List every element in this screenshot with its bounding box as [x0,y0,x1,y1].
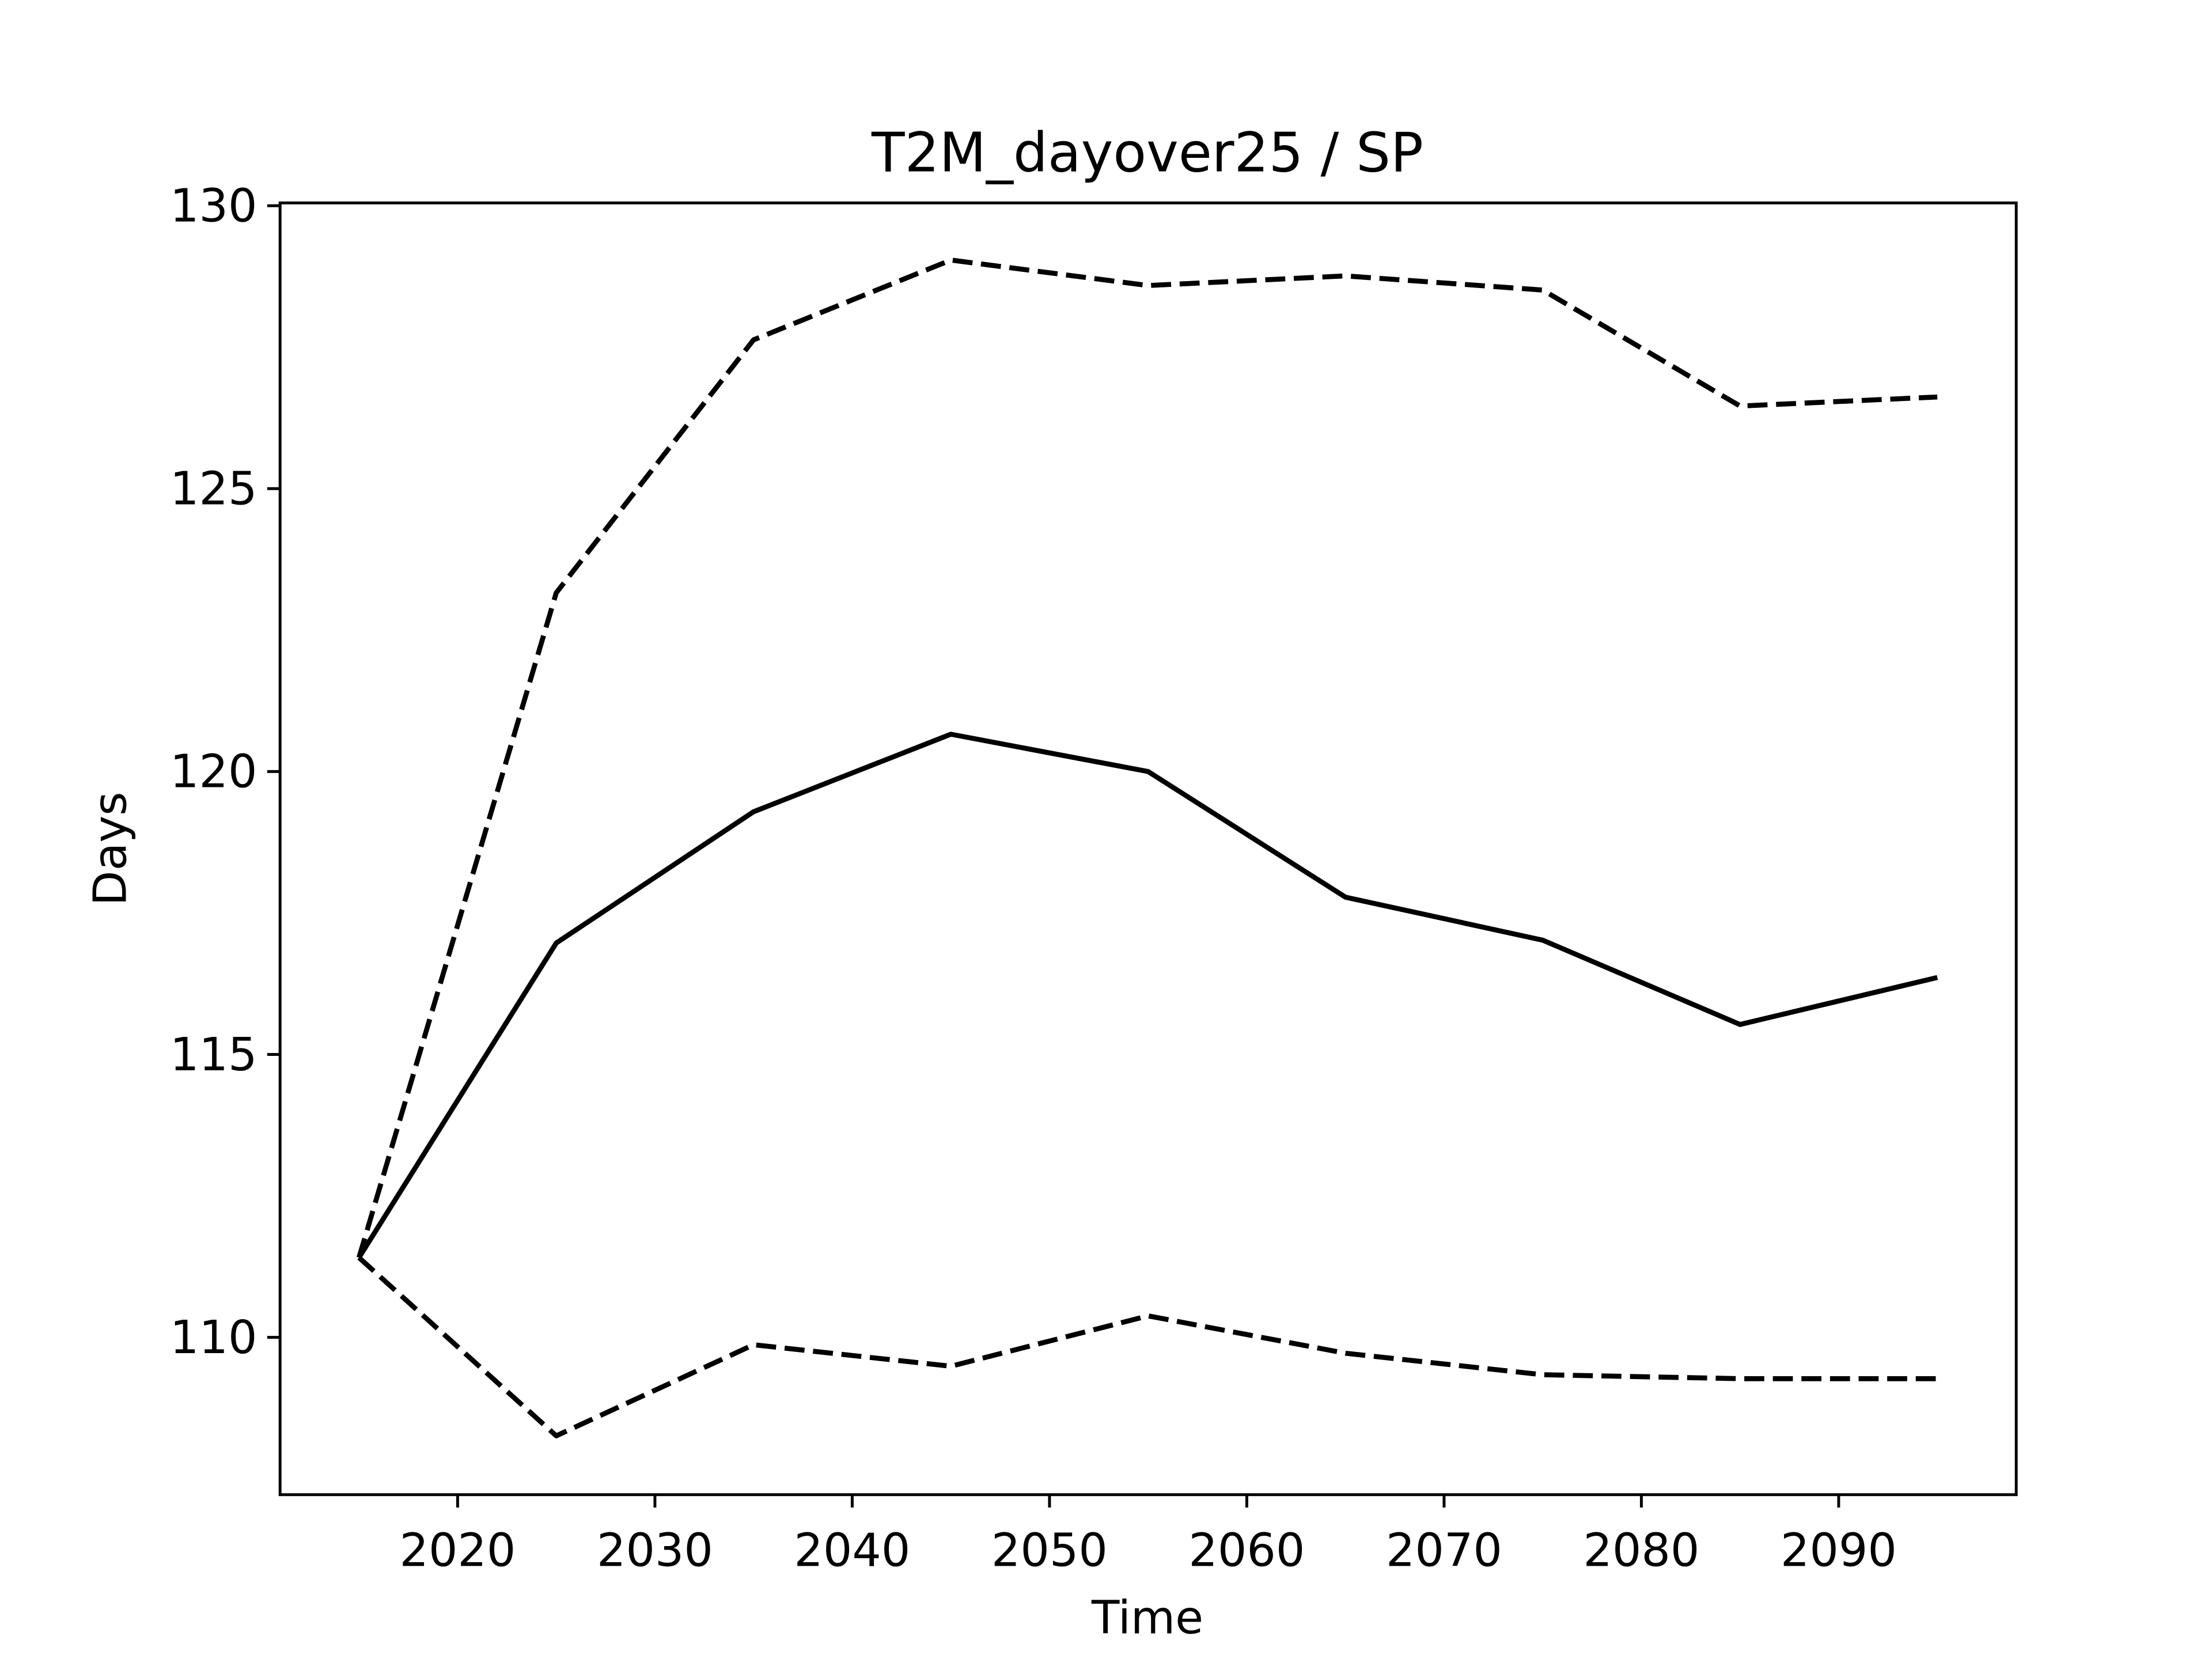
y-tick-label: 130 [170,179,257,232]
series-line [357,732,1938,1259]
series-line [357,257,1938,1259]
x-tick-label: 2020 [399,1524,516,1577]
plot-frame [278,201,2018,1497]
series-line [357,1255,1938,1438]
x-tick-label: 2030 [597,1524,713,1577]
x-tick-label: 2040 [794,1524,910,1577]
x-tick-label: 2070 [1386,1524,1502,1577]
y-axis-label: Days [83,791,137,906]
x-tick-label: 2090 [1781,1524,1897,1577]
y-tick-label: 110 [170,1310,257,1364]
x-axis-label: Time [1091,1590,1203,1644]
y-tick-label: 125 [170,462,257,516]
x-tick-label: 2060 [1188,1524,1305,1577]
chart-title: T2M_dayover25 / SP [871,122,1423,185]
y-tick-label: 120 [170,745,257,798]
x-tick-label: 2080 [1583,1524,1699,1577]
y-tick-label: 115 [170,1028,257,1081]
x-tick-label: 2050 [991,1524,1108,1577]
